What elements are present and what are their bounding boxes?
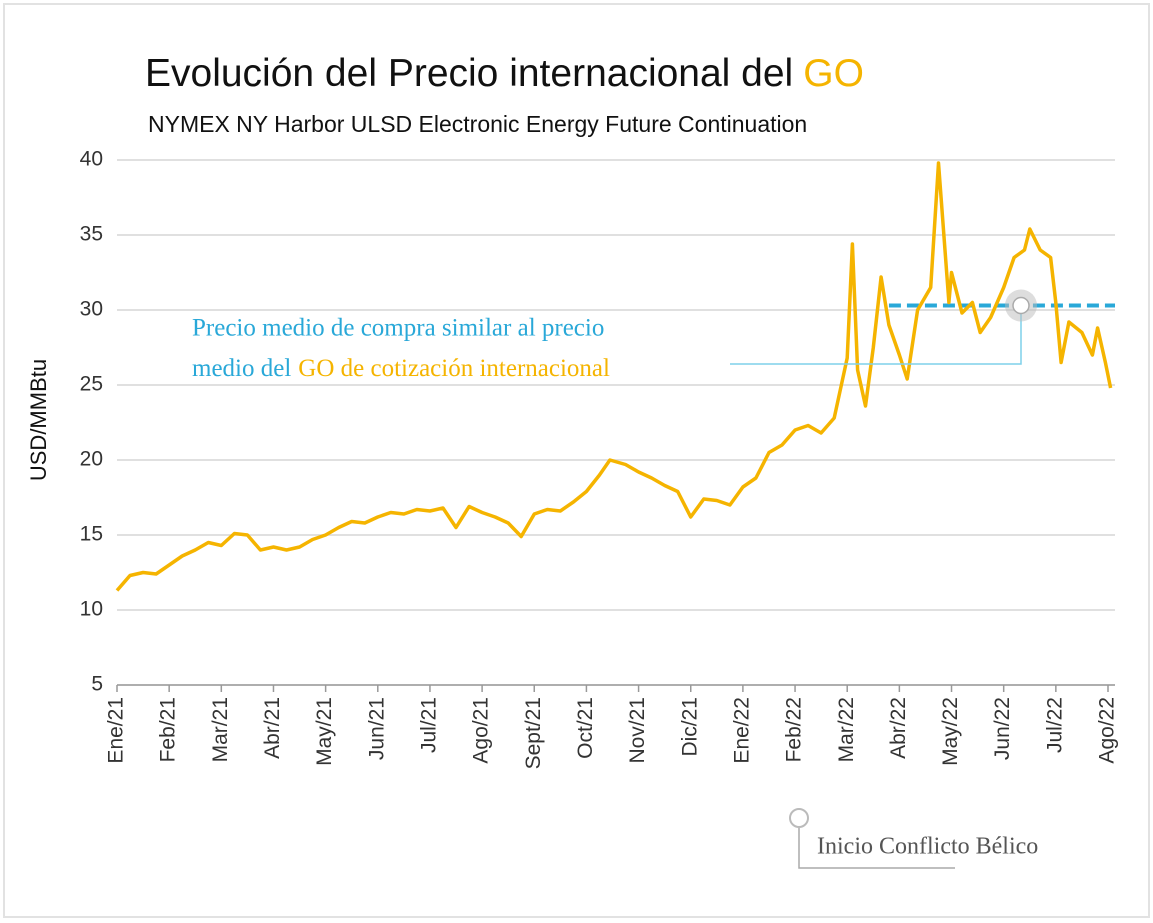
x-tick-label: Nov/21 — [626, 697, 649, 764]
x-tick-label: Jul/22 — [1043, 697, 1066, 753]
y-tick-label: 10 — [80, 598, 103, 621]
title-main: Evolución del Precio internacional del — [145, 52, 793, 95]
x-tick-label: Ago/22 — [1096, 697, 1119, 764]
y-tick-label: 20 — [80, 448, 103, 471]
x-tick-label: Feb/21 — [157, 697, 180, 762]
x-tick-label: Sept/21 — [522, 697, 545, 769]
event-marker — [789, 808, 809, 828]
x-tick-label: Oct/21 — [574, 697, 597, 759]
x-tick-label: May/21 — [313, 697, 336, 766]
event-callout — [798, 818, 955, 869]
x-tick-label: Mar/21 — [209, 697, 232, 762]
annotation-marker — [1012, 296, 1030, 315]
x-tick-label: Mar/22 — [835, 697, 858, 762]
x-tick-label: Jun/21 — [365, 697, 388, 760]
event-label: Inicio Conflicto Bélico — [817, 834, 1038, 860]
y-axis-label: USD/MMBtu — [26, 359, 51, 481]
chart-title: Evolución del Precio internacional del GO — [145, 52, 864, 95]
y-tick-label: 40 — [80, 148, 103, 171]
y-tick-label: 35 — [80, 223, 103, 246]
x-tick-label: Abr/22 — [887, 697, 910, 759]
annotation: Precio medio de compra similar al precio — [192, 315, 604, 342]
x-tick-label: Ene/21 — [105, 697, 128, 764]
frame — [3, 3, 1150, 918]
y-tick-label: 15 — [80, 523, 103, 546]
title-highlight: GO — [803, 52, 864, 95]
x-tick-label: Jun/22 — [991, 697, 1014, 760]
annotation: medio del GO de cotización internacional — [192, 355, 610, 382]
y-tick-label: 30 — [80, 298, 103, 321]
x-tick-label: Jul/21 — [417, 697, 440, 753]
x-tick-label: Ago/21 — [470, 697, 493, 764]
annotation-callout — [730, 305, 1022, 365]
data-line — [115, 161, 1113, 592]
y-tick-label: 5 — [91, 673, 103, 696]
x-tick-label: May/22 — [939, 697, 962, 766]
x-tick-label: Dic/21 — [678, 697, 701, 757]
annotation-highlight: GO de cotización internacional — [298, 355, 610, 382]
chart-subtitle: NYMEX NY Harbor ULSD Electronic Energy F… — [148, 111, 807, 137]
annotation-text: medio del — [192, 355, 291, 382]
x-tick-label: Abr/21 — [261, 697, 284, 759]
y-tick-label: 25 — [80, 373, 103, 396]
x-tick-label: Ene/22 — [730, 697, 753, 764]
x-tick-label: Feb/22 — [783, 697, 806, 762]
